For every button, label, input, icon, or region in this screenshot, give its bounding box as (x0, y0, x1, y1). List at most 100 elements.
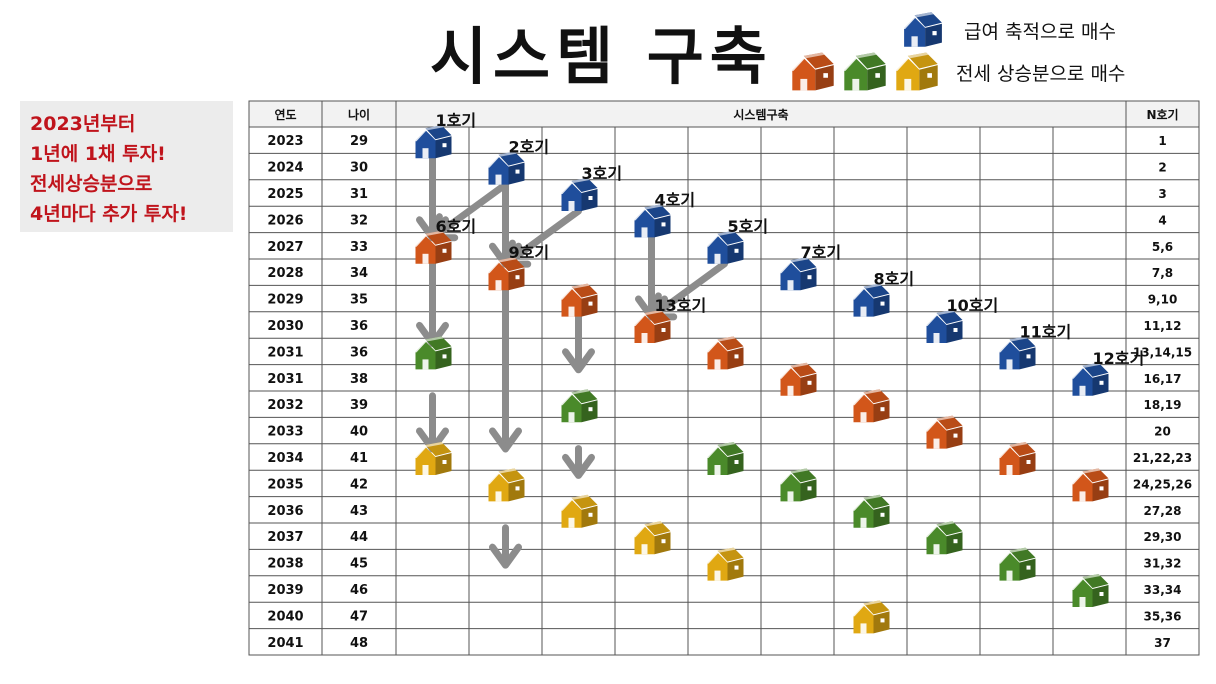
house-label: 1호기 (436, 111, 477, 130)
note-line-1: 2023년부터 (30, 113, 136, 135)
row-count: 24,25,26 (1133, 477, 1192, 491)
row-count: 3 (1158, 187, 1166, 201)
blue-house-icon (778, 257, 817, 291)
house-label: 5호기 (728, 217, 769, 236)
legend-blue: 급여 축적으로 매수 (902, 10, 1116, 50)
house-label: 12호기 (1093, 349, 1145, 368)
row-age: 41 (350, 451, 368, 466)
row-year: 2023 (267, 134, 303, 149)
green-house-icon (1070, 574, 1109, 607)
row-count: 9,10 (1148, 293, 1178, 307)
flow-arrow (562, 313, 595, 374)
blue-house-icon (486, 151, 525, 185)
row-age: 42 (350, 477, 368, 492)
row-year: 2026 (267, 213, 303, 228)
flow-arrow (416, 260, 449, 347)
row-year: 2041 (267, 636, 303, 651)
row-count: 13,14,15 (1133, 345, 1192, 359)
yellow-house-icon (894, 52, 938, 91)
blue-house-icon (997, 336, 1036, 370)
row-age: 38 (350, 372, 368, 387)
row-age: 29 (350, 134, 368, 149)
house-label: 11호기 (1020, 322, 1072, 341)
row-age: 40 (350, 425, 368, 440)
row-count: 31,32 (1144, 557, 1182, 571)
house-label: 13호기 (655, 296, 707, 315)
house-label: 3호기 (582, 164, 623, 183)
row-year: 2031 (267, 372, 303, 387)
blue-house-icon (413, 125, 452, 159)
row-count: 33,34 (1144, 583, 1182, 597)
investment-note: 2023년부터 1년에 1채 투자! 전세상승분으로 4년마다 추가 투자! (20, 101, 233, 232)
row-age: 31 (350, 187, 368, 202)
arrow-group (416, 154, 728, 569)
row-count: 11,12 (1144, 319, 1182, 333)
row-age: 39 (350, 398, 368, 413)
row-year: 2033 (267, 425, 303, 440)
row-age: 43 (350, 504, 368, 519)
house-label: 2호기 (509, 138, 550, 157)
row-count: 2 (1158, 161, 1166, 175)
row-count: 16,17 (1144, 372, 1182, 386)
yellow-house-icon (486, 468, 525, 502)
row-count: 4 (1158, 213, 1166, 227)
house-label: 7호기 (801, 243, 842, 262)
orange-house-icon (1070, 468, 1109, 502)
row-year: 2031 (267, 345, 303, 360)
row-year: 2034 (267, 451, 303, 466)
page-title: 시스템 구축 (430, 20, 773, 93)
row-year: 2027 (267, 240, 303, 255)
legend-blue-label: 급여 축적으로 매수 (964, 20, 1116, 43)
row-age: 47 (350, 609, 368, 624)
row-year: 2040 (267, 609, 303, 624)
row-count: 29,30 (1144, 530, 1182, 544)
row-year: 2030 (267, 319, 303, 334)
row-count: 37 (1154, 636, 1171, 650)
row-count: 21,22,23 (1133, 451, 1192, 465)
yellow-house-icon (705, 547, 744, 581)
row-age: 36 (350, 319, 368, 334)
legend-color-label: 전세 상승분으로 매수 (956, 62, 1126, 85)
blue-house-icon (632, 204, 671, 238)
row-year: 2028 (267, 266, 303, 281)
row-count: 18,19 (1144, 398, 1182, 412)
orange-house-icon (778, 362, 817, 396)
blue-house-icon (1070, 362, 1109, 396)
grid-lines (248, 100, 1200, 656)
house-label: 4호기 (655, 190, 696, 209)
row-year: 2032 (267, 398, 303, 413)
house-label: 10호기 (947, 296, 999, 315)
orange-house-icon (924, 415, 963, 449)
row-year: 2025 (267, 187, 303, 202)
orange-house-icon (413, 230, 452, 264)
header-year: 연도 (274, 107, 296, 122)
blue-house-icon (705, 230, 744, 264)
green-house-icon (705, 442, 744, 475)
row-age: 36 (350, 345, 368, 360)
header-system: 시스템구축 (733, 107, 788, 122)
yellow-house-icon (559, 494, 598, 528)
blue-house-icon (559, 178, 598, 211)
orange-house-icon (632, 310, 671, 343)
flow-arrow (562, 445, 595, 479)
row-age: 48 (350, 636, 368, 651)
yellow-house-icon (851, 600, 890, 634)
row-count: 7,8 (1152, 266, 1173, 280)
green-house-icon (924, 521, 963, 555)
orange-house-icon (486, 257, 525, 291)
row-age: 33 (350, 240, 368, 255)
orange-house-icon (559, 283, 598, 317)
yellow-house-icon (632, 521, 671, 555)
flow-arrow (416, 392, 449, 453)
row-year: 2036 (267, 504, 303, 519)
green-house-icon (997, 547, 1036, 581)
row-year: 2035 (267, 477, 303, 492)
flow-arrow (489, 524, 522, 569)
orange-house-icon (851, 389, 890, 423)
header-age: 나이 (348, 107, 370, 122)
flow-arrow (489, 286, 522, 453)
house-label: 6호기 (436, 217, 477, 236)
row-age: 45 (350, 557, 368, 572)
note-line-4: 4년마다 추가 투자! (30, 203, 188, 225)
green-house-icon (413, 336, 452, 370)
